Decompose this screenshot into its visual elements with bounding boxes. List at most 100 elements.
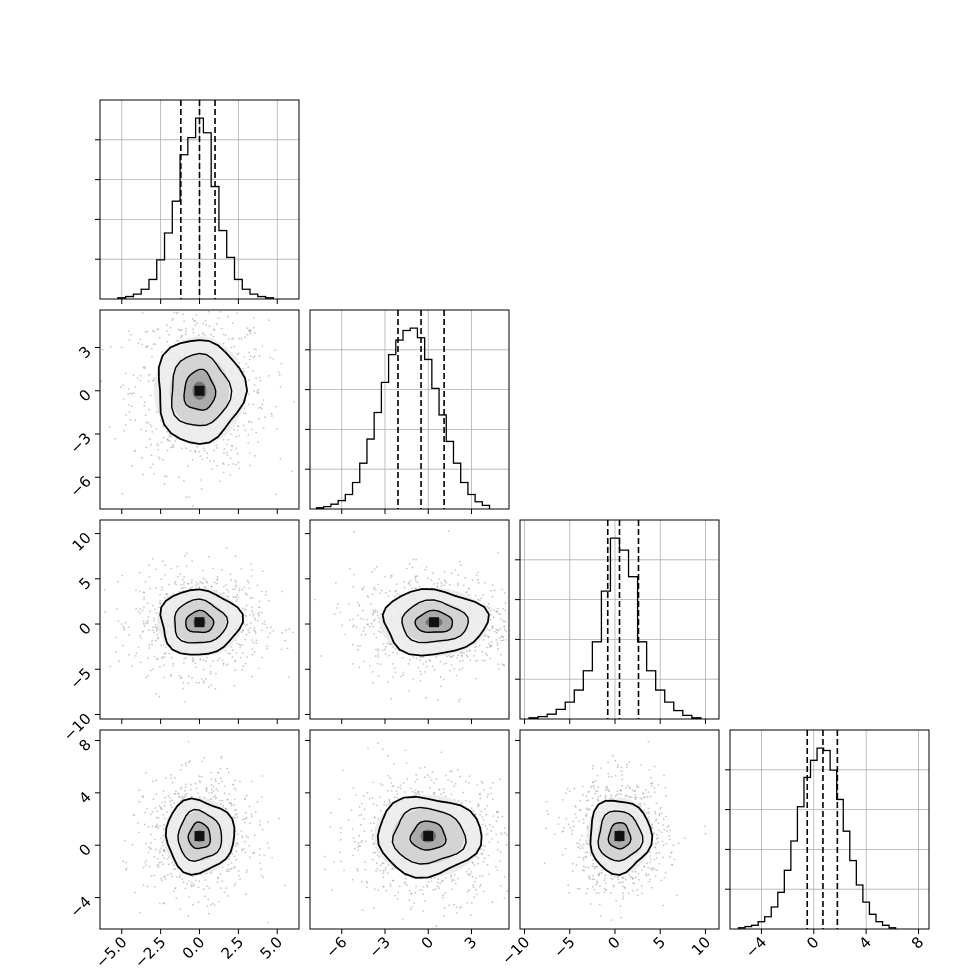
scatter-point (406, 778, 408, 780)
scatter-point (128, 653, 130, 656)
scatter-point (234, 584, 237, 587)
scatter-point (202, 582, 205, 585)
scatter-point (227, 870, 230, 873)
scatter-point (386, 872, 389, 874)
scatter-point (491, 625, 493, 628)
scatter-point (281, 631, 283, 634)
scatter-point (257, 388, 260, 391)
scatter-point (258, 606, 261, 609)
scatter-point (260, 874, 263, 877)
scatter-point (436, 881, 439, 884)
histogram-bar (403, 331, 410, 509)
scatter-point (226, 454, 229, 457)
scatter-point (163, 597, 166, 599)
scatter-point (339, 838, 342, 841)
scatter-point (153, 885, 156, 888)
scatter-point (451, 572, 453, 575)
scatter-point (247, 393, 250, 395)
scatter-point (591, 785, 593, 787)
scatter-point (186, 793, 188, 795)
scatter-point (352, 837, 355, 839)
scatter-point (368, 798, 371, 800)
scatter-point (204, 879, 207, 881)
scatter-point (417, 791, 420, 794)
scatter-point (125, 861, 127, 864)
scatter-point (103, 588, 106, 591)
scatter-point (244, 662, 247, 665)
scatter-point (459, 660, 461, 663)
scatter-point (210, 784, 213, 786)
scatter-point (243, 356, 246, 358)
scatter-point (249, 614, 251, 616)
scatter-point (249, 330, 252, 332)
scatter-point (265, 594, 267, 596)
scatter-point (402, 671, 405, 674)
scatter-point (138, 571, 141, 574)
histogram-panel-3 (725, 730, 929, 929)
scatter-point (614, 759, 617, 762)
scatter-point (231, 649, 234, 651)
scatter-point (381, 649, 384, 652)
scatter-point (228, 868, 231, 871)
scatter-point (155, 612, 158, 614)
scatter-point (234, 845, 237, 848)
scatter-point (474, 595, 477, 597)
scatter-point (280, 648, 283, 651)
scatter-point (168, 435, 171, 438)
scatter-point (170, 806, 173, 808)
scatter-point (175, 876, 178, 878)
scatter-point (388, 590, 391, 592)
scatter-point (235, 463, 238, 466)
scatter-point (223, 448, 226, 450)
scatter-point (157, 866, 160, 868)
scatter-point (167, 863, 170, 866)
scatter-point (591, 781, 594, 784)
scatter-point (383, 801, 386, 803)
scatter-point (657, 784, 660, 786)
scatter-point (592, 885, 594, 888)
scatter-point (241, 607, 244, 610)
scatter-point (185, 330, 188, 333)
scatter-point (182, 681, 185, 684)
scatter-point (192, 660, 194, 662)
scatter-point (466, 890, 469, 893)
scatter-point (160, 351, 163, 353)
scatter-point (146, 622, 149, 625)
scatter-point (233, 345, 236, 348)
scatter-point (249, 597, 252, 599)
scatter-point (272, 358, 275, 360)
scatter-point (492, 826, 494, 828)
scatter-point (459, 907, 461, 909)
scatter-point (500, 618, 502, 621)
scatter-point (201, 760, 204, 763)
scatter-point (185, 764, 188, 767)
scatter-point (378, 796, 381, 799)
scatter-point (146, 885, 149, 888)
scatter-point (240, 830, 243, 833)
scatter-point (174, 887, 177, 890)
scatter-point (427, 881, 430, 883)
scatter-point (624, 878, 627, 881)
scatter-point (659, 808, 662, 810)
scatter-point (630, 875, 632, 878)
scatter-point (129, 418, 132, 421)
scatter-point (192, 658, 195, 660)
scatter-point (581, 847, 584, 849)
scatter-point (180, 786, 183, 789)
scatter-point (170, 674, 172, 676)
scatter-point (501, 815, 504, 818)
scatter-point (497, 613, 500, 615)
scatter-point (202, 577, 205, 580)
scatter-point (483, 635, 486, 638)
scatter-point (502, 620, 505, 622)
scatter-point (388, 654, 390, 657)
scatter-point (208, 887, 211, 890)
scatter-point (482, 860, 485, 863)
scatter-point (164, 875, 167, 878)
scatter-point (482, 819, 485, 821)
scatter-point (207, 310, 210, 313)
scatter-point (565, 817, 568, 820)
scatter-point (184, 762, 187, 765)
scatter-point (251, 569, 254, 571)
scatter-point (468, 649, 471, 651)
